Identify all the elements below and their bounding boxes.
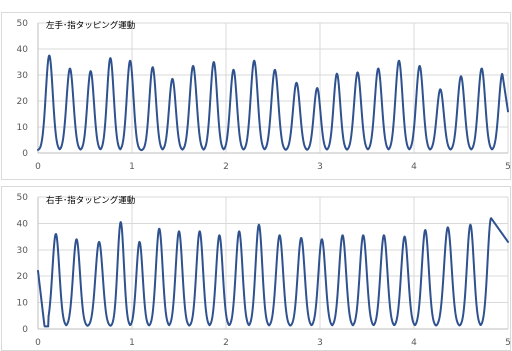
x-tick-label: 4	[411, 162, 417, 172]
y-tick-label: 40	[17, 45, 29, 55]
left-hand-series-line	[37, 54, 509, 152]
x-tick-label: 2	[223, 162, 229, 172]
y-tick-label: 10	[17, 299, 29, 309]
axes	[37, 23, 508, 154]
x-tick-label: 1	[129, 162, 135, 172]
y-tick-label: 0	[22, 325, 28, 335]
x-tick-label: 0	[35, 338, 41, 348]
left-hand-chart-panel: 0 10 20 30 40 50 0 1 2 3 4 5 左手･指タッピング運動	[1, 12, 511, 180]
y-tick-label: 50	[17, 19, 29, 29]
right-hand-series-line	[37, 217, 509, 328]
right-hand-chart-panel: 0 10 20 30 40 50 0 1 2 3 4 5 右手･指タッピング運動	[1, 186, 511, 351]
y-tick-label: 50	[17, 193, 29, 203]
chart-title: 右手･指タッピング運動	[46, 195, 135, 206]
x-tick-label: 4	[411, 338, 417, 348]
chart-title: 左手･指タッピング運動	[46, 20, 135, 31]
y-tick-label: 0	[22, 149, 28, 159]
tick-labels: 0 10 20 30 40 50 0 1 2 3 4 5	[17, 19, 511, 172]
x-tick-label: 2	[223, 338, 229, 348]
y-tick-label: 20	[17, 97, 29, 107]
x-tick-label: 1	[129, 338, 135, 348]
x-tick-label: 3	[317, 162, 323, 172]
y-tick-label: 30	[17, 71, 29, 81]
x-tick-label: 5	[505, 338, 511, 348]
x-tick-label: 0	[35, 162, 41, 172]
tick-labels: 0 10 20 30 40 50 0 1 2 3 4 5	[17, 193, 511, 348]
x-tick-label: 3	[317, 338, 323, 348]
y-tick-label: 40	[17, 219, 29, 229]
chart-border	[1, 12, 511, 180]
gridlines	[38, 196, 509, 329]
x-tick-label: 5	[505, 162, 511, 172]
y-tick-label: 20	[17, 272, 29, 282]
y-tick-label: 30	[17, 246, 29, 256]
y-tick-label: 10	[17, 123, 29, 133]
axes	[37, 197, 508, 330]
